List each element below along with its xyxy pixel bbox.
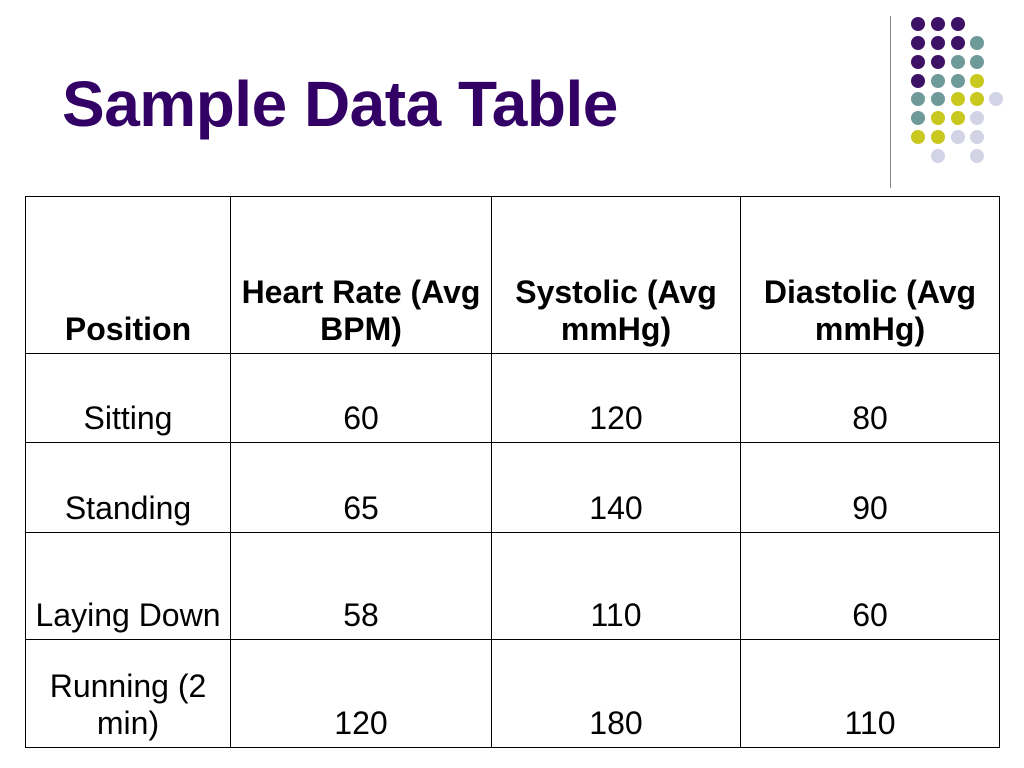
table-row: Standing 65 140 90 xyxy=(25,442,1000,533)
decorative-dot xyxy=(911,92,925,106)
decorative-dot xyxy=(931,111,945,125)
table-row: Sitting 60 120 80 xyxy=(25,353,1000,443)
table-row: Laying Down 58 110 60 xyxy=(25,532,1000,640)
decorative-dot xyxy=(931,36,945,50)
decorative-dot xyxy=(970,55,984,69)
data-table: Position Heart Rate (Avg BPM) Systolic (… xyxy=(25,196,1000,748)
slide-title: Sample Data Table xyxy=(62,68,618,140)
cell-position: Standing xyxy=(25,442,231,533)
decorative-dot xyxy=(951,17,965,31)
decorative-dot xyxy=(911,55,925,69)
decorative-dot xyxy=(911,36,925,50)
decorative-dot xyxy=(970,111,984,125)
decorative-dot xyxy=(931,149,945,163)
decorative-dot xyxy=(911,74,925,88)
decorative-dot xyxy=(931,55,945,69)
decorative-dot xyxy=(911,111,925,125)
decorative-dot xyxy=(970,36,984,50)
decorative-dot xyxy=(951,36,965,50)
cell-heart-rate: 58 xyxy=(230,532,492,640)
decorative-dot xyxy=(951,55,965,69)
cell-heart-rate: 120 xyxy=(230,639,492,748)
decorative-dot xyxy=(970,130,984,144)
divider-line xyxy=(890,16,891,188)
decorative-dot xyxy=(931,74,945,88)
cell-heart-rate: 65 xyxy=(230,442,492,533)
decorative-dot xyxy=(951,111,965,125)
decorative-dot xyxy=(970,92,984,106)
header-heart-rate: Heart Rate (Avg BPM) xyxy=(230,196,492,354)
decorative-dot xyxy=(931,92,945,106)
decorative-dot xyxy=(911,130,925,144)
cell-diastolic: 90 xyxy=(740,442,1000,533)
cell-position: Laying Down xyxy=(25,532,231,640)
decorative-dot xyxy=(951,130,965,144)
cell-position: Running (2 min) xyxy=(25,639,231,748)
decorative-dot xyxy=(989,92,1003,106)
decorative-dot xyxy=(970,149,984,163)
cell-diastolic: 60 xyxy=(740,532,1000,640)
header-position: Position xyxy=(25,196,231,354)
cell-systolic: 110 xyxy=(491,532,741,640)
cell-diastolic: 80 xyxy=(740,353,1000,443)
cell-systolic: 120 xyxy=(491,353,741,443)
decorative-dot xyxy=(951,74,965,88)
decorative-dot xyxy=(970,74,984,88)
decorative-dot xyxy=(911,17,925,31)
cell-position: Sitting xyxy=(25,353,231,443)
table-row: Running (2 min) 120 180 110 xyxy=(25,639,1000,748)
header-systolic: Systolic (Avg mmHg) xyxy=(491,196,741,354)
cell-diastolic: 110 xyxy=(740,639,1000,748)
decorative-dot xyxy=(931,130,945,144)
cell-heart-rate: 60 xyxy=(230,353,492,443)
cell-systolic: 180 xyxy=(491,639,741,748)
decorative-dot xyxy=(951,92,965,106)
cell-systolic: 140 xyxy=(491,442,741,533)
decorative-dot xyxy=(931,17,945,31)
table-header-row: Position Heart Rate (Avg BPM) Systolic (… xyxy=(25,196,1000,354)
header-diastolic: Diastolic (Avg mmHg) xyxy=(740,196,1000,354)
